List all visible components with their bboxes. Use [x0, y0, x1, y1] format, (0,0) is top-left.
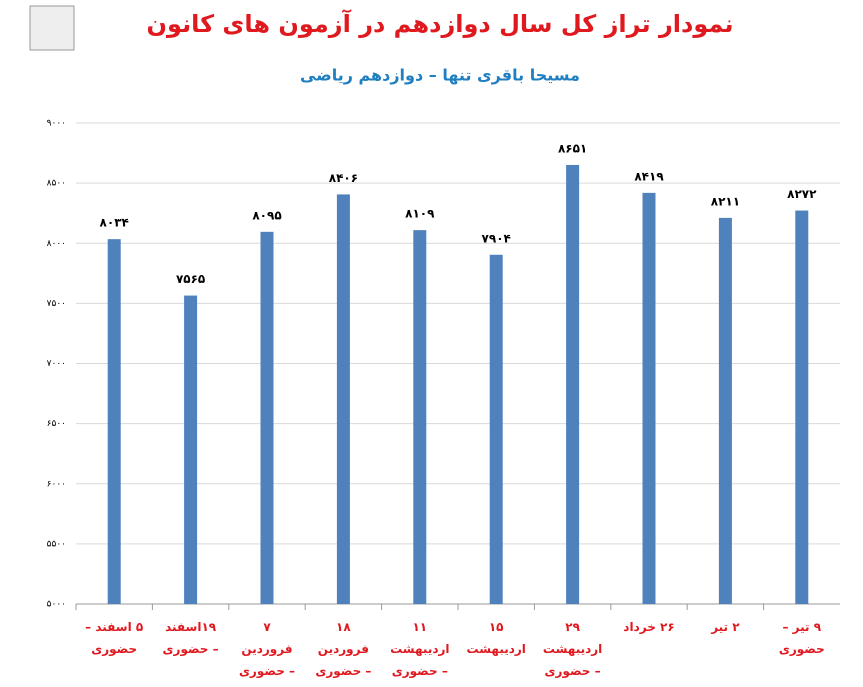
- bar: [642, 192, 656, 605]
- y-tick-label: ۸۵۰۰: [47, 179, 66, 189]
- x-tick-label: ۲۹ اردیبهشت – حضوری: [542, 620, 603, 678]
- bar: [107, 239, 121, 604]
- y-tick-label: ۷۰۰۰: [47, 359, 66, 369]
- chart-subtitle: مسیحا باقری تنها – دوازدهم ریاضی: [300, 66, 580, 85]
- y-tick-label: ۶۰۰۰: [47, 479, 66, 489]
- bar: [413, 230, 427, 604]
- x-tick-label: ۲ تیر: [711, 620, 740, 634]
- chart-title: نمودار تراز کل سال دوازدهم در آزمون های …: [147, 9, 734, 38]
- x-tick-label: ۷ فروردین – حضوری: [238, 620, 296, 678]
- value-label: ۸۰۳۴: [100, 216, 129, 230]
- value-label: ۸۰۹۵: [252, 208, 281, 222]
- value-label: ۸۲۱۱: [711, 194, 740, 208]
- value-label: ۸۴۰۶: [329, 171, 358, 185]
- value-label: ۸۲۷۲: [787, 187, 817, 201]
- logo: [29, 5, 75, 51]
- y-tick-label: ۵۵۰۰: [47, 539, 66, 549]
- bar: [566, 164, 580, 604]
- y-tick-label: ۹۰۰۰: [47, 119, 66, 129]
- x-tick-label: ۱۱ اردیبهشت – حضوری: [390, 620, 450, 678]
- value-label: ۸۴۱۹: [634, 169, 664, 183]
- bar: [336, 194, 350, 604]
- x-tick-label: ۵ اسفند – حضوری: [85, 620, 144, 656]
- bar: [489, 254, 503, 604]
- value-label: ۸۱۰۹: [405, 207, 435, 221]
- x-tick-label: ۹ تیر – حضوری: [778, 620, 825, 656]
- value-label: ۷۹۰۴: [482, 231, 511, 245]
- y-tick-label: ۸۰۰۰: [47, 239, 66, 249]
- y-tick-label: ۵۰۰۰: [47, 600, 66, 610]
- y-tick-label: ۶۵۰۰: [47, 419, 66, 429]
- y-tick-label: ۷۵۰۰: [47, 299, 66, 309]
- value-label: ۷۵۶۵: [176, 272, 205, 286]
- bar: [184, 295, 198, 604]
- value-label: ۸۶۵۱: [558, 141, 587, 155]
- x-tick-label: ۲۶ خرداد: [623, 620, 675, 634]
- bar: [260, 231, 274, 605]
- x-tick-label: ۱۵ اردیبهشت: [466, 620, 526, 656]
- x-tick-label: ۱۹اسفند – حضوری: [162, 620, 219, 656]
- x-tick-label: ۱۸ فروردین – حضوری: [315, 620, 372, 678]
- bar: [795, 210, 809, 605]
- bar: [718, 217, 732, 604]
